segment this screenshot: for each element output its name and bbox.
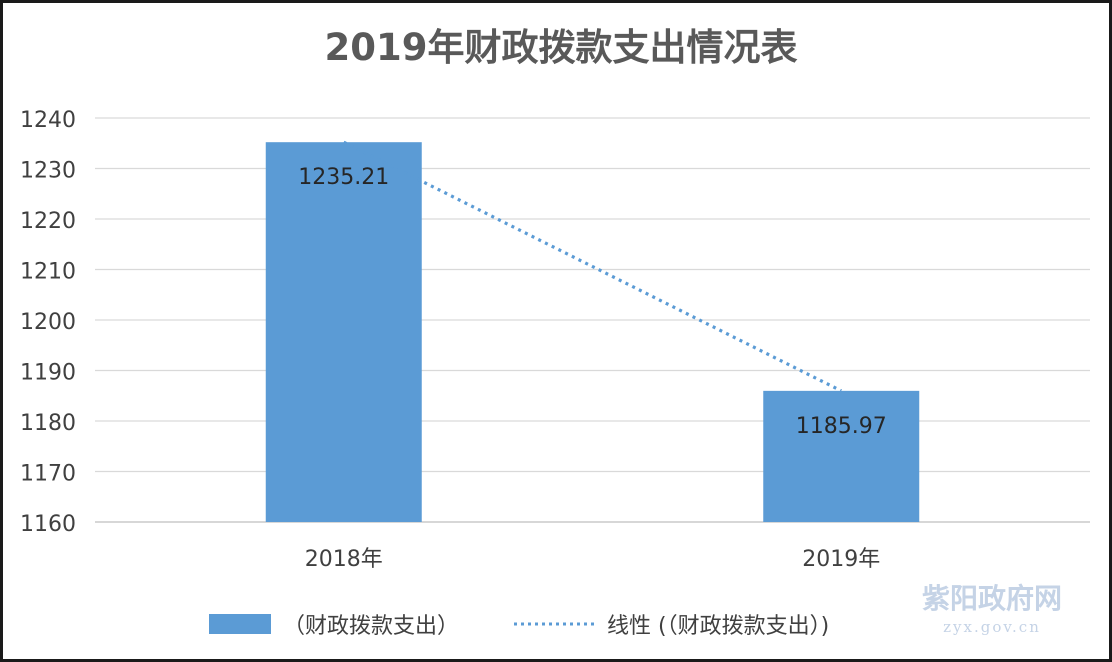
legend-series-label: （财政拨款支出）	[283, 614, 459, 639]
y-tick-label: 1190	[20, 361, 76, 386]
legend: （财政拨款支出） 线性 (（财政拨款支出）)	[209, 614, 829, 639]
legend-trendline-label: 线性 (（财政拨款支出）)	[607, 614, 829, 639]
watermark: 紫阳政府网 zyx.gov.cn	[922, 582, 1062, 636]
y-tick-label: 1210	[20, 260, 76, 285]
watermark-url: zyx.gov.cn	[943, 618, 1041, 636]
y-tick-label: 1220	[20, 209, 76, 234]
bar	[265, 142, 422, 522]
y-tick-label: 1180	[20, 411, 76, 436]
trendline	[343, 140, 842, 393]
y-tick-label: 1230	[20, 159, 76, 184]
gridlines	[95, 117, 1090, 523]
y-tick-label: 1170	[20, 462, 76, 487]
y-tick-label: 1240	[20, 108, 76, 133]
legend-bar-swatch	[209, 614, 271, 634]
x-tick-label: 2018年	[305, 547, 383, 572]
bars	[265, 142, 920, 522]
trendline-layer	[343, 140, 842, 393]
bar	[763, 390, 920, 522]
x-axis-ticks: 2018年 2019年	[305, 547, 881, 572]
data-label: 1185.97	[796, 414, 887, 439]
y-axis-ticks: 1160 1170 1180 1190 1200 1210 1220 1230 1240	[20, 108, 76, 537]
chart-title: 2019年财政拨款支出情况表	[325, 26, 798, 69]
data-labels: 1235.21 1185.97	[298, 165, 886, 439]
y-tick-label: 1200	[20, 310, 76, 335]
y-tick-label: 1160	[20, 512, 76, 537]
watermark-text: 紫阳政府网	[922, 582, 1062, 615]
x-tick-label: 2019年	[802, 547, 880, 572]
data-label: 1235.21	[298, 165, 389, 190]
